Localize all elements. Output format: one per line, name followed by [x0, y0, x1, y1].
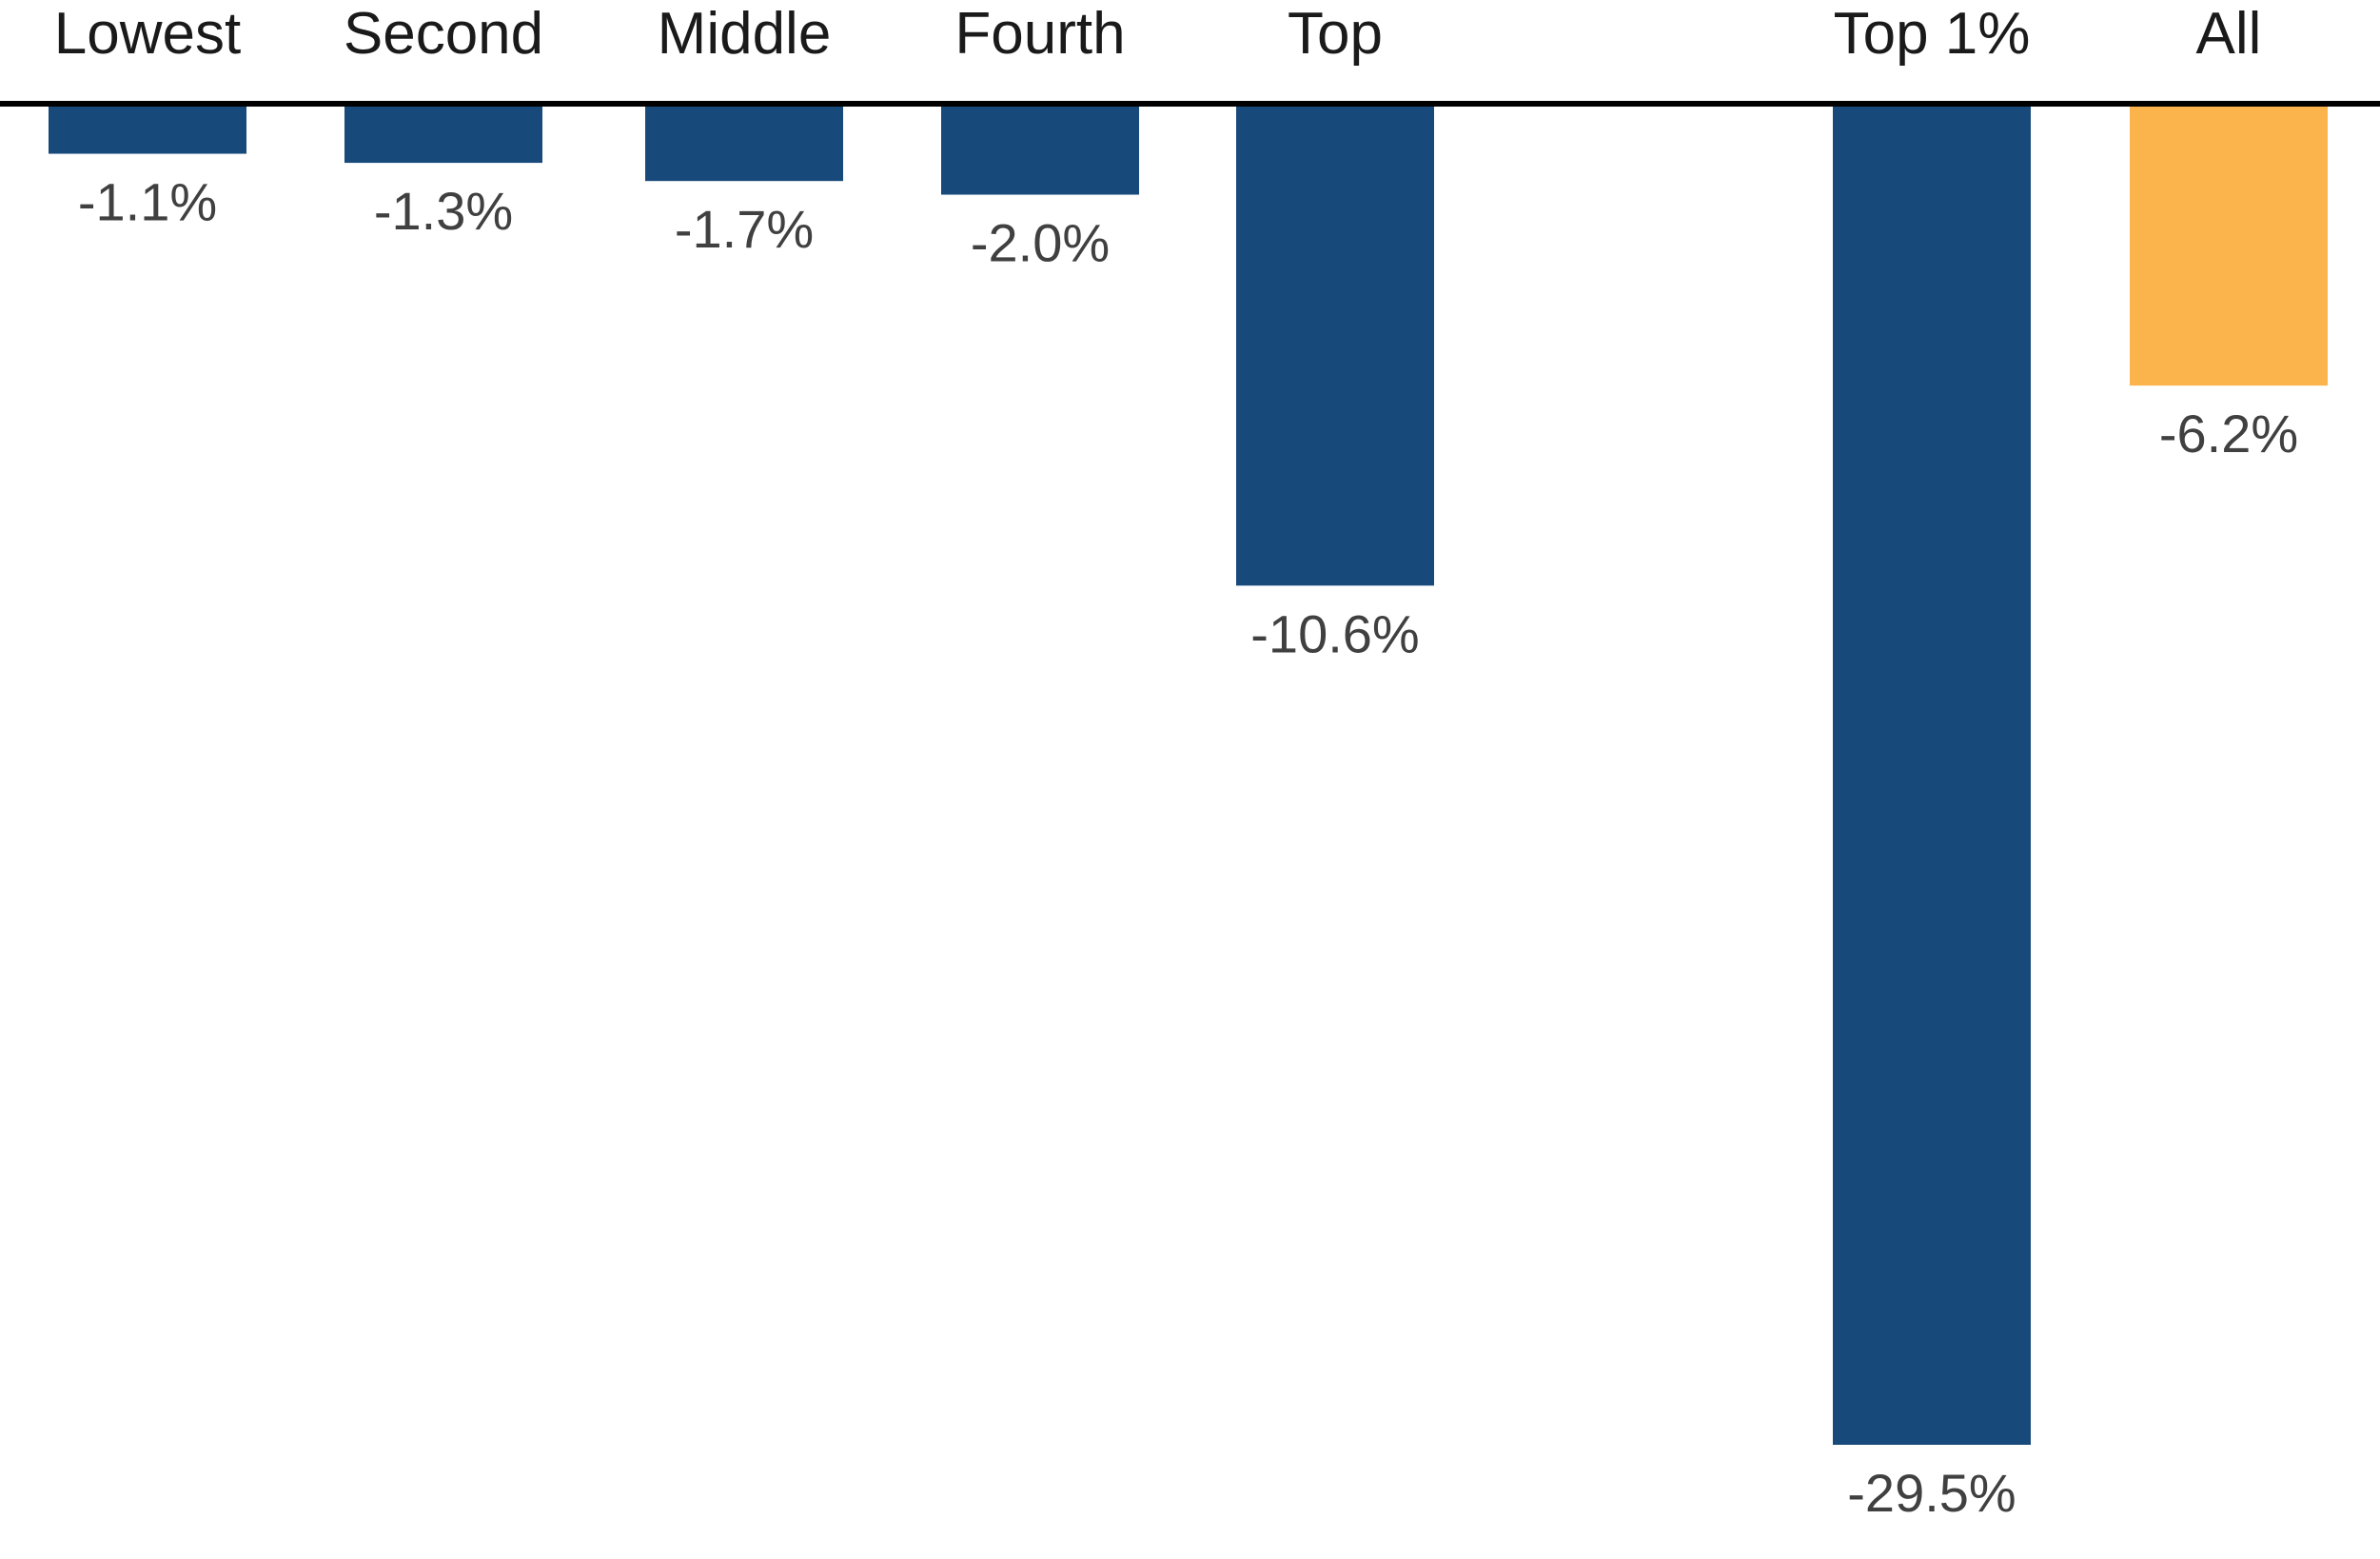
category-labels-group: Lowest Second Middle Fourth Top Top 1% All [54, 1, 2262, 67]
bar-all [2130, 104, 2328, 386]
category-label-all: All [2196, 1, 2262, 67]
value-label-top: -10.6% [1250, 603, 1419, 663]
value-label-top-1pct: -29.5% [1847, 1463, 2016, 1523]
bar-lowest [49, 104, 246, 154]
value-label-second: -1.3% [374, 181, 513, 241]
category-label-top-1pct: Top 1% [1834, 1, 2031, 67]
value-label-all: -6.2% [2159, 404, 2298, 464]
bar-middle [645, 104, 843, 182]
bar-top [1236, 104, 1434, 586]
category-label-lowest: Lowest [54, 1, 241, 67]
bar-top-1pct [1833, 104, 2031, 1445]
category-label-second: Second [344, 1, 543, 67]
category-label-middle: Middle [658, 1, 832, 67]
value-label-lowest: -1.1% [78, 172, 217, 232]
bar-second [344, 104, 542, 164]
bar-fourth [941, 104, 1139, 195]
category-label-fourth: Fourth [954, 1, 1125, 67]
value-labels-group: -1.1% -1.3% -1.7% -2.0% -10.6% -29.5% -6.2% [78, 172, 2298, 1523]
value-label-middle: -1.7% [675, 199, 814, 259]
category-label-top: Top [1288, 1, 1383, 67]
value-label-fourth: -2.0% [971, 213, 1110, 273]
bars-group [49, 104, 2328, 1445]
